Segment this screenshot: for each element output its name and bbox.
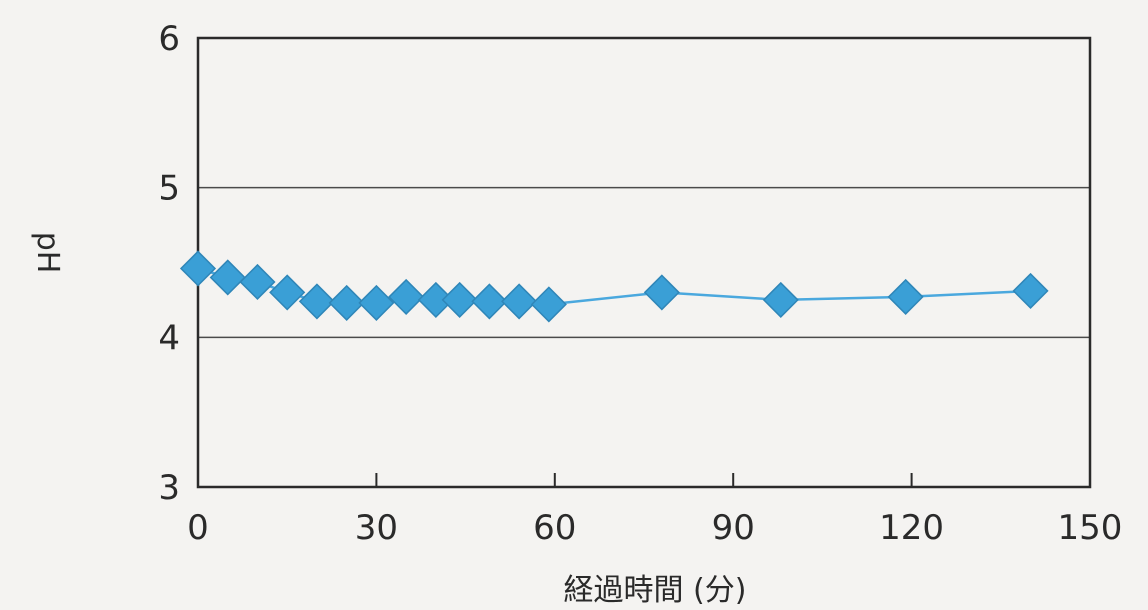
data-point xyxy=(298,283,335,320)
x-tick-label-30: 30 xyxy=(355,508,398,548)
y-tick-label-6: 6 xyxy=(158,19,180,59)
data-point xyxy=(239,263,276,301)
y-tick-label-5: 5 xyxy=(158,169,180,209)
data-point xyxy=(417,281,454,318)
plot-area xyxy=(196,36,1092,489)
data-point xyxy=(887,278,924,315)
x-tick-label-90: 90 xyxy=(712,508,755,548)
data-point xyxy=(762,281,799,318)
data-point xyxy=(209,259,246,296)
y-axis-tick-labels: 3 4 5 6 xyxy=(158,19,180,508)
data-point xyxy=(643,274,680,311)
x-tick-label-60: 60 xyxy=(533,508,576,548)
x-axis-label: 経過時間 (分) xyxy=(564,573,747,608)
data-point xyxy=(1012,272,1049,309)
data-point xyxy=(269,274,306,311)
data-point xyxy=(328,284,365,321)
x-tick-label-120: 120 xyxy=(879,508,944,548)
x-axis-ticks xyxy=(375,473,913,487)
y-tick-label-4: 4 xyxy=(158,318,180,358)
y-tick-label-3: 3 xyxy=(158,468,180,508)
data-point xyxy=(530,286,567,323)
x-tick-label-0: 0 xyxy=(187,508,209,548)
data-point xyxy=(501,283,538,320)
series-group xyxy=(179,250,1049,323)
x-axis-tick-labels: 0 30 60 90 120 150 xyxy=(187,508,1122,548)
x-tick-label-150: 150 xyxy=(1058,508,1123,548)
data-point xyxy=(471,283,508,320)
data-point xyxy=(358,284,395,321)
data-point xyxy=(388,278,425,315)
data-point xyxy=(441,281,478,318)
data-point xyxy=(179,250,217,287)
grid-lines xyxy=(198,186,1090,339)
y-axis-label: pH xyxy=(30,232,65,274)
